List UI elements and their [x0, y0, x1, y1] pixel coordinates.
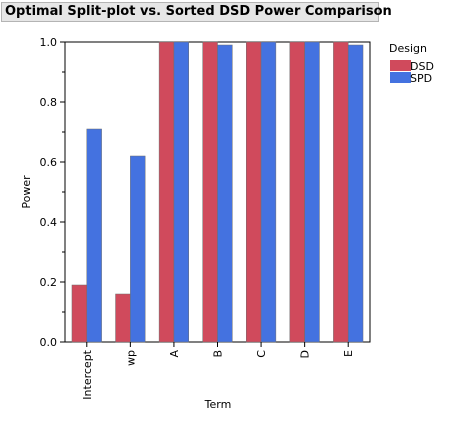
bar-dsd-wp [115, 293, 131, 343]
bar-dsd-b [202, 41, 218, 343]
legend-title: Design [389, 42, 427, 55]
chart-title: Optimal Split-plot vs. Sorted DSD Power … [5, 4, 392, 19]
x-tick-label: wp [124, 350, 137, 366]
bar-dsd-c [246, 41, 262, 343]
bar-spd-c [260, 41, 277, 343]
x-tick-label: E [342, 350, 355, 357]
bar-spd-wp [130, 155, 146, 343]
bar-spd-e [347, 44, 364, 343]
bar-spd-d [304, 41, 320, 343]
x-tick-label: C [255, 350, 268, 358]
bar-dsd-a [158, 41, 175, 343]
legend-label-spd: SPD [410, 72, 432, 85]
bars-group [71, 41, 364, 343]
x-tick-label: D [299, 350, 312, 358]
x-tick-label: A [168, 350, 181, 358]
bar-spd-b [217, 44, 233, 343]
bar-dsd-intercept [71, 284, 88, 343]
y-tick-label: 0.6 [40, 156, 58, 169]
bar-dsd-d [289, 41, 305, 343]
y-axis: 0.0 0.2 0.4 0.6 0.8 1.0 [40, 36, 65, 349]
x-axis: Intercept wp A B C D E [81, 342, 355, 400]
bar-spd-a [173, 41, 189, 343]
y-tick-label: 1.0 [40, 36, 58, 49]
legend-label-dsd: DSD [410, 60, 434, 73]
y-tick-label: 0.2 [40, 276, 58, 289]
x-axis-label: Term [204, 398, 232, 411]
legend-swatch-spd [390, 72, 411, 83]
y-tick-label: 0.0 [40, 336, 58, 349]
bar-dsd-e [333, 41, 349, 343]
y-axis-label: Power [20, 175, 33, 209]
y-tick-label: 0.4 [40, 216, 58, 229]
chart-title-bar: Optimal Split-plot vs. Sorted DSD Power … [1, 2, 392, 22]
y-tick-label: 0.8 [40, 96, 58, 109]
legend-swatch-dsd [390, 60, 411, 71]
x-tick-label: B [212, 350, 225, 358]
bar-spd-intercept [86, 128, 102, 343]
x-tick-label: Intercept [81, 349, 94, 399]
